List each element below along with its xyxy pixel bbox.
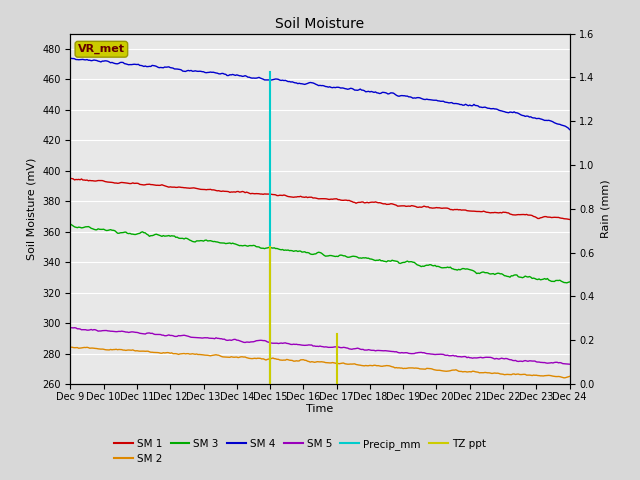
Y-axis label: Rain (mm): Rain (mm) xyxy=(600,180,611,238)
Title: Soil Moisture: Soil Moisture xyxy=(275,17,365,31)
Y-axis label: Soil Moisture (mV): Soil Moisture (mV) xyxy=(27,157,36,260)
X-axis label: Time: Time xyxy=(307,405,333,414)
Legend: SM 1, SM 2, SM 3, SM 4, SM 5, Precip_mm, TZ ppt: SM 1, SM 2, SM 3, SM 4, SM 5, Precip_mm,… xyxy=(110,435,490,468)
Text: VR_met: VR_met xyxy=(78,44,125,54)
